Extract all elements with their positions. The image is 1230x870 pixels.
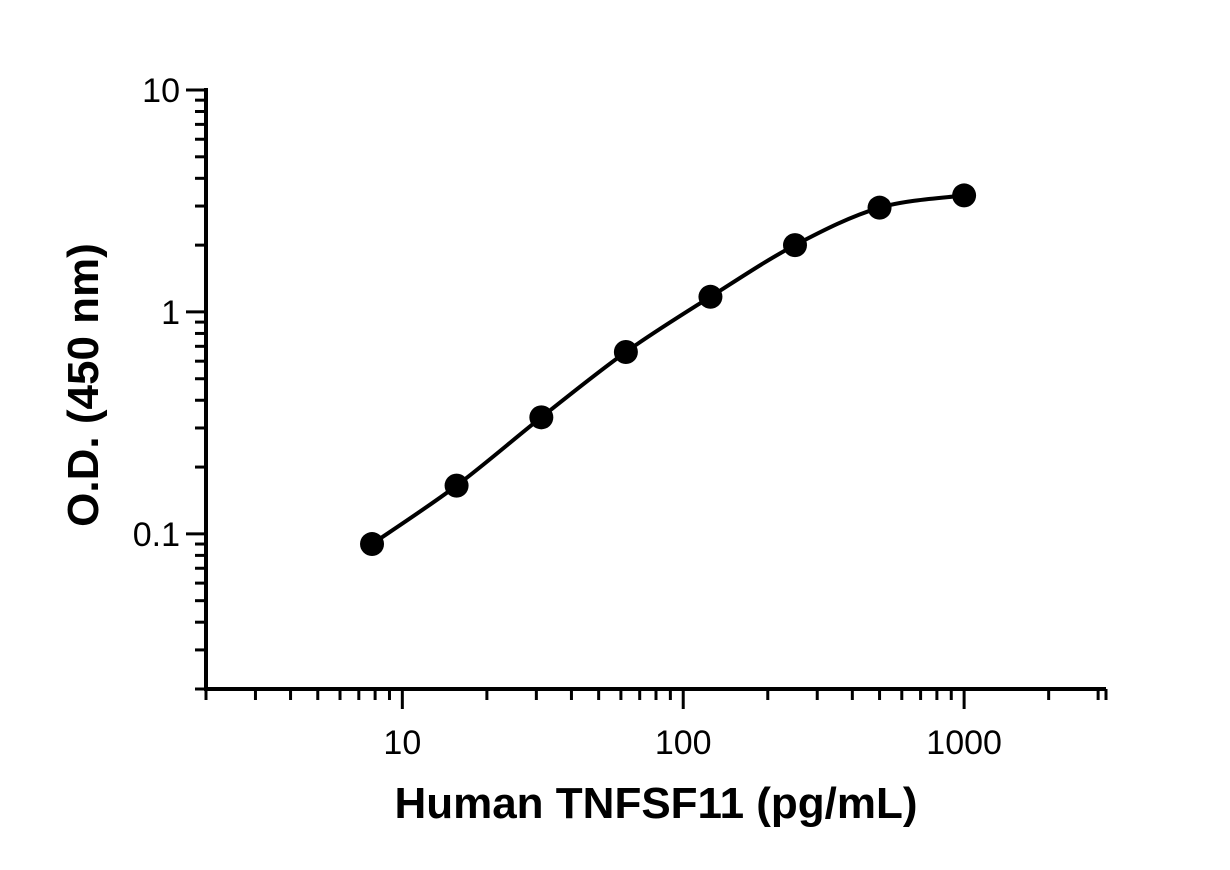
data-point: [867, 195, 892, 220]
data-point: [952, 183, 977, 208]
x-tick-label: 1000: [926, 724, 1002, 762]
y-axis-title: O.D. (450 nm): [59, 243, 108, 527]
y-tick-label: 10: [142, 72, 180, 110]
data-points: [360, 183, 977, 557]
ticks: [186, 88, 1108, 709]
y-tick-label: 1: [161, 294, 180, 332]
y-tick-label: 0.1: [133, 516, 180, 554]
data-point: [444, 473, 469, 498]
axes: [204, 88, 1106, 691]
data-point: [529, 405, 554, 430]
x-tick-label: 100: [655, 724, 712, 762]
data-point: [613, 339, 638, 364]
data-point: [782, 233, 807, 258]
x-tick-label: 10: [383, 724, 421, 762]
data-point: [360, 532, 385, 557]
x-axis-title: Human TNFSF11 (pg/mL): [394, 779, 917, 828]
data-point: [698, 284, 723, 309]
tick-labels: 10 100 1000 0.1 1 10: [133, 72, 1002, 762]
